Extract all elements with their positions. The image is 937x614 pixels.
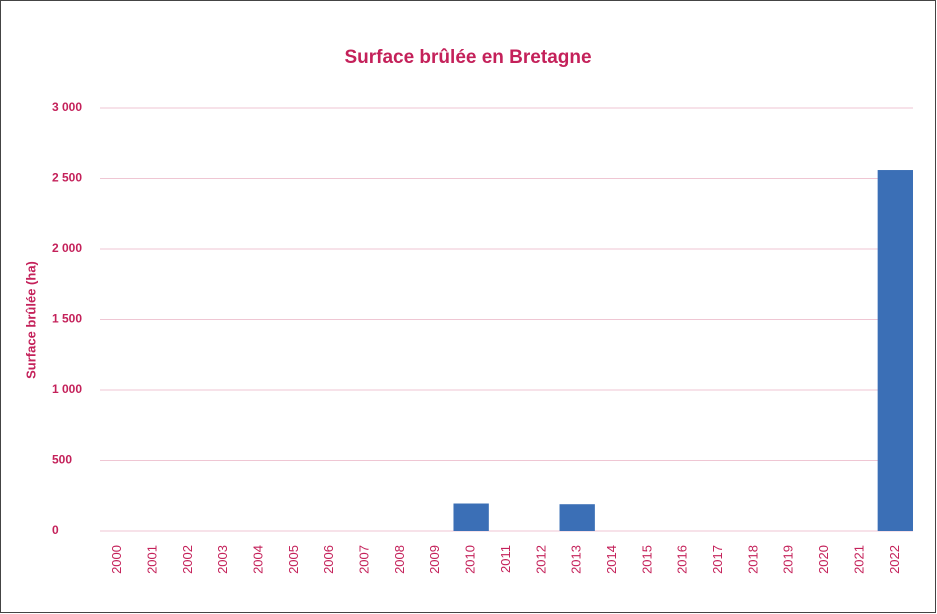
- y-tick-label: 2 000: [52, 241, 82, 255]
- x-tick-label: 2010: [463, 545, 478, 574]
- chart-title: Surface brûlée en Bretagne: [344, 47, 591, 68]
- x-tick-label: 2014: [604, 545, 619, 574]
- x-tick-label: 2012: [533, 545, 548, 574]
- x-tick-label: 2004: [251, 545, 266, 574]
- x-tick-label: 2000: [109, 545, 124, 574]
- y-axis-label: Surface brûlée (ha): [23, 261, 38, 379]
- x-tick-label: 2003: [215, 545, 230, 574]
- x-tick-label: 2019: [781, 545, 796, 574]
- bar: [877, 170, 913, 532]
- x-tick-label: 2020: [816, 545, 831, 574]
- x-tick-label: 2021: [851, 545, 866, 574]
- x-tick-label: 2022: [887, 545, 902, 574]
- x-tick-label: 2011: [498, 545, 513, 573]
- y-tick-label: 2 500: [52, 171, 82, 185]
- x-tick-label: 2013: [569, 545, 584, 574]
- y-tick-label: 3 000: [52, 100, 82, 114]
- x-tick-label: 2007: [357, 545, 372, 574]
- x-tick-label: 2001: [144, 545, 159, 574]
- y-tick-label: 500: [52, 453, 72, 467]
- x-tick-label: 2002: [180, 545, 195, 574]
- x-tick-label: 2006: [321, 545, 336, 574]
- x-tick-label: 2016: [675, 545, 690, 574]
- x-tick-label: 2018: [745, 545, 760, 574]
- bar: [559, 504, 595, 531]
- y-tick-label: 1 500: [52, 312, 82, 326]
- y-tick-label: 1 000: [52, 382, 82, 396]
- x-tick-label: 2009: [427, 545, 442, 574]
- x-tick-label: 2015: [639, 545, 654, 574]
- x-tick-label: 2008: [392, 545, 407, 574]
- bar: [453, 503, 489, 531]
- y-tick-label: 0: [52, 523, 59, 537]
- x-tick-label: 2017: [710, 545, 725, 574]
- x-tick-label: 2005: [286, 545, 301, 574]
